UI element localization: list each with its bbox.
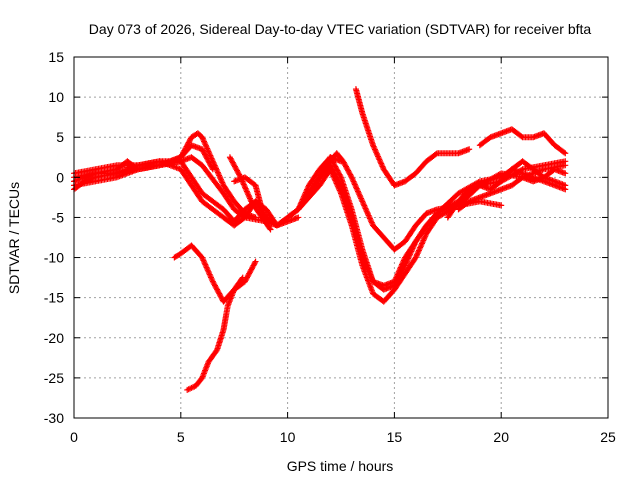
data-point xyxy=(273,221,280,228)
data-point xyxy=(562,150,569,157)
data-point xyxy=(562,182,569,189)
data-marks xyxy=(71,86,569,393)
y-tick-label: -15 xyxy=(44,290,64,306)
data-point xyxy=(209,164,216,171)
x-tick-label: 10 xyxy=(280,429,296,445)
y-tick-label: -30 xyxy=(44,410,64,426)
data-point xyxy=(466,146,473,153)
y-tick-label: -5 xyxy=(52,209,65,225)
x-axis-ticks: 0 5 10 15 20 25 xyxy=(70,57,616,445)
data-point xyxy=(562,162,569,169)
data-point xyxy=(267,226,274,233)
series-track-8 xyxy=(171,242,259,305)
data-point xyxy=(238,275,245,282)
data-point xyxy=(518,133,525,140)
data-point xyxy=(561,149,568,156)
series-track-15 xyxy=(476,126,569,157)
data-point xyxy=(498,202,505,209)
series-track-9 xyxy=(184,274,246,393)
series-track-5 xyxy=(71,142,216,177)
data-point xyxy=(337,181,344,188)
x-tick-label: 5 xyxy=(177,429,185,445)
chart-title: Day 073 of 2026, Sidereal Day-to-day VTE… xyxy=(89,21,592,37)
data-point xyxy=(263,218,270,225)
y-tick-label: -25 xyxy=(44,370,64,386)
y-axis-label: SDTVAR / TECUs xyxy=(6,182,22,294)
data-point xyxy=(252,214,259,221)
data-point xyxy=(295,214,302,221)
data-point xyxy=(209,166,216,173)
series-track-17 xyxy=(455,174,569,213)
y-axis-ticks: -30 -25 -20 -15 -10 -5 0 5 10 15 xyxy=(44,49,608,426)
data-point xyxy=(213,348,220,355)
data-point xyxy=(347,172,354,179)
data-point xyxy=(266,225,273,232)
data-point xyxy=(562,170,569,177)
x-tick-label: 0 xyxy=(70,429,78,445)
x-tick-label: 15 xyxy=(387,429,403,445)
x-axis-label: GPS time / hours xyxy=(287,458,394,474)
y-tick-label: -10 xyxy=(44,250,64,266)
data-point xyxy=(252,258,259,265)
y-tick-label: 10 xyxy=(48,89,64,105)
series-track-4 xyxy=(71,158,280,229)
data-point xyxy=(239,274,246,281)
series-track-7 xyxy=(231,174,270,225)
y-tick-label: -20 xyxy=(44,330,64,346)
grid-lines xyxy=(74,57,608,418)
x-tick-label: 25 xyxy=(600,429,616,445)
y-tick-label: 15 xyxy=(48,49,64,65)
data-point xyxy=(432,151,439,158)
y-tick-label: 0 xyxy=(56,169,64,185)
x-tick-label: 20 xyxy=(493,429,509,445)
data-point xyxy=(273,222,280,229)
plot-frame xyxy=(73,56,609,419)
series-track-14 xyxy=(352,86,473,189)
data-point xyxy=(251,259,258,266)
y-tick-label: 5 xyxy=(56,129,64,145)
